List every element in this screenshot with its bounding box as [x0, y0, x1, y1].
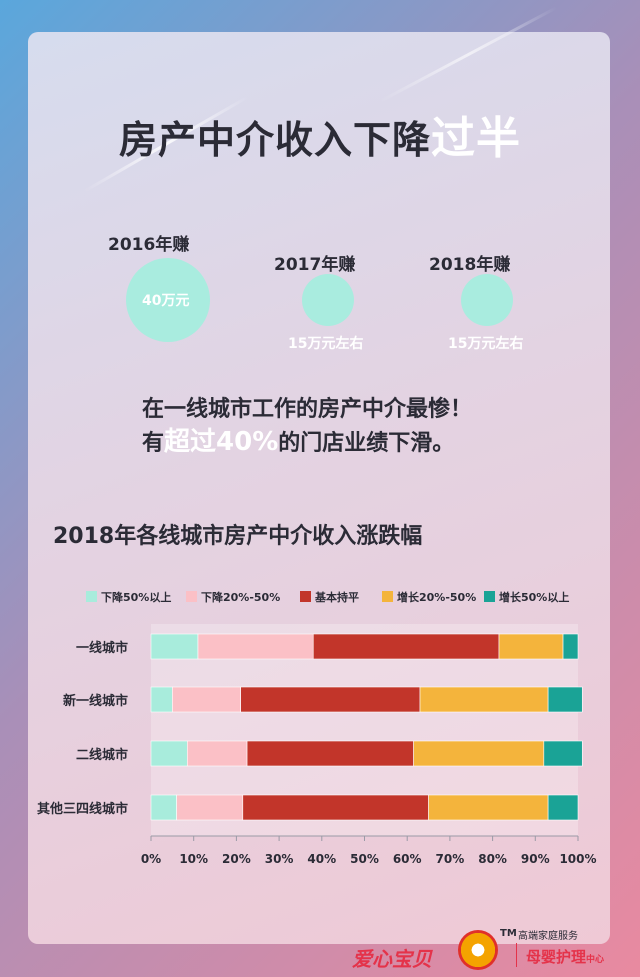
bar-segment: [150, 740, 188, 767]
x-tick-label: 90%: [521, 852, 550, 866]
x-tick-label: 60%: [393, 852, 422, 866]
bar-segment: [150, 686, 173, 713]
statement: 在一线城市工作的房产中介最惨！ 有超过40%的门店业绩下滑。: [142, 394, 472, 460]
legend-label: 下降50%以上: [101, 590, 171, 604]
footer-service: 高端家庭服务: [518, 931, 578, 942]
statement-line2: 有超过40%的门店业绩下滑。: [142, 426, 472, 460]
stacked-bar-chart: 下降50%以上 下降20%-50% 基本持平 增长20%-50% 增长50%以上一线城市…: [37, 590, 597, 866]
x-tick-label: 50%: [350, 852, 379, 866]
statement-line2-post: 的门店业绩下滑。: [278, 431, 455, 456]
chart-title: 2018年各线城市房产中介收入涨跌幅: [53, 524, 423, 549]
x-tick-label: 70%: [436, 852, 465, 866]
category-label: 一线城市: [76, 640, 128, 656]
bar-segment: [312, 633, 500, 660]
footer-brand-icon: [458, 930, 498, 970]
bar-segment: [150, 633, 199, 660]
headline: 房产中介收入下降过半: [0, 102, 640, 166]
earnings-2017-year: 2017年赚: [274, 255, 356, 275]
bar-segment: [543, 740, 583, 767]
statement-line1: 在一线城市工作的房产中介最惨！: [142, 397, 473, 422]
legend-label: 下降20%-50%: [201, 590, 280, 604]
bar-segment: [176, 794, 244, 821]
footer-tm: TM: [500, 928, 517, 939]
x-tick-label: 0%: [141, 852, 161, 866]
bar-segment: [242, 794, 429, 821]
bar-segment: [413, 740, 545, 767]
legend-swatch: [300, 591, 311, 602]
category-label: 二线城市: [76, 747, 128, 763]
headline-main: 房产中介收入下降: [118, 118, 431, 162]
earnings-2018-circle: [461, 274, 513, 326]
x-tick-label: 40%: [307, 852, 336, 866]
earnings-2017-amount: 15万元左右: [288, 336, 364, 352]
category-label: 新一线城市: [63, 693, 128, 709]
earnings-2017-circle: [302, 274, 354, 326]
x-tick-label: 80%: [478, 852, 507, 866]
legend-label: 基本持平: [314, 590, 359, 604]
category-label: 其他三四线城市: [37, 801, 128, 817]
legend-label: 增长20%-50%: [397, 590, 476, 604]
bar-segment: [246, 740, 414, 767]
bar-segment: [428, 794, 549, 821]
bar-segment: [419, 686, 549, 713]
legend-swatch: [86, 591, 97, 602]
footer-divider: [516, 943, 517, 967]
earnings-2016-amount: 40万元: [142, 293, 190, 309]
footer-brand-right: 母婴护理中心: [526, 946, 604, 967]
legend-swatch: [382, 591, 393, 602]
earnings-2016-year: 2016年赚: [108, 235, 190, 255]
bar-segment: [172, 686, 241, 713]
footer-brand-right-suffix: 中心: [586, 955, 605, 965]
bar-segment: [186, 740, 248, 767]
bar-segment: [240, 686, 421, 713]
legend-swatch: [186, 591, 197, 602]
statement-highlight-2: 40%: [216, 427, 279, 457]
bar-segment: [197, 633, 314, 660]
statement-line2-pre: 有: [142, 431, 165, 456]
bar-segment: [150, 794, 177, 821]
bar-segment: [498, 633, 564, 660]
bar-segment: [547, 794, 579, 821]
x-tick-label: 20%: [222, 852, 251, 866]
legend-label: 增长50%以上: [499, 590, 569, 604]
headline-highlight: 过半: [431, 113, 521, 164]
earnings-2018-amount: 15万元左右: [448, 336, 524, 352]
earnings-2016-circle: [126, 258, 210, 342]
bar-segment: [547, 686, 583, 713]
earnings-2018-year: 2018年赚: [429, 255, 511, 275]
legend-swatch: [484, 591, 495, 602]
statement-highlight-1: 超过: [164, 427, 217, 457]
content-card: [28, 32, 610, 944]
footer-brand-left: 爱心宝贝: [352, 947, 432, 971]
footer-brand-right-text: 母婴护理: [526, 948, 587, 966]
bar-segment: [562, 633, 579, 660]
x-tick-label: 10%: [179, 852, 208, 866]
x-tick-label: 100%: [559, 852, 596, 866]
x-tick-label: 30%: [265, 852, 294, 866]
